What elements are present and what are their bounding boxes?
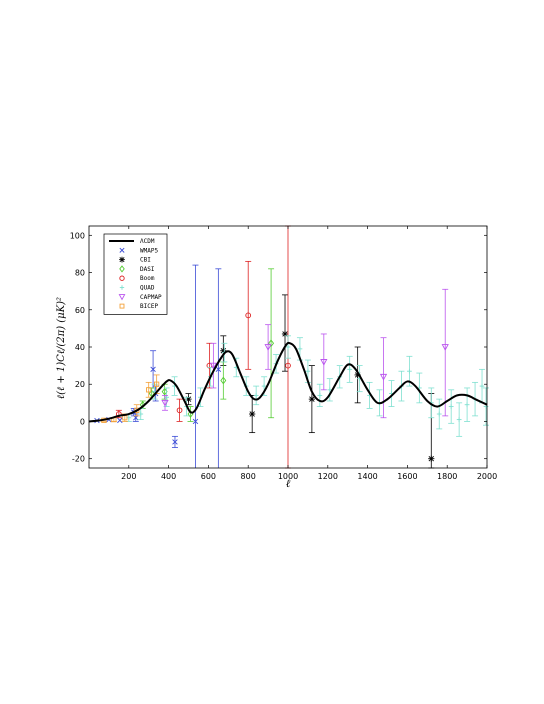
data-point (253, 393, 259, 398)
legend-marker (119, 303, 125, 309)
data-point (285, 344, 291, 350)
data-point (146, 387, 152, 393)
x-tick-label: 800 (241, 472, 256, 481)
error-bar (245, 260, 252, 370)
data-point (249, 410, 256, 418)
legend-entry-dasi: DASI (119, 265, 155, 273)
y-tick-label: 100 (70, 231, 85, 240)
legend-label: WMAP5 (140, 247, 158, 254)
data-point (172, 439, 178, 445)
y-tick-label: 0 (80, 417, 85, 426)
data-point (215, 366, 222, 373)
legend-label: Boom (140, 275, 155, 282)
legend-entry-bicep: BICEP (119, 303, 158, 310)
data-point (264, 344, 272, 351)
legend-marker (118, 294, 126, 301)
error-bar (265, 324, 272, 370)
y-tick-label: -20 (72, 455, 85, 464)
y-tick-label: 80 (75, 269, 85, 278)
legend-label: BICEP (140, 303, 158, 310)
error-bar (145, 381, 152, 398)
x-tick-label: 200 (121, 472, 136, 481)
data-point (268, 339, 275, 348)
legend-marker (119, 247, 125, 253)
legend-label: CBI (140, 257, 151, 264)
series-bicep (100, 374, 160, 423)
data-point (220, 376, 227, 385)
series-capmap (161, 288, 449, 419)
legend-label: QUAD (140, 285, 155, 292)
data-point (428, 455, 435, 462)
error-bar (268, 268, 275, 419)
data-point (285, 362, 291, 369)
data-point (138, 411, 144, 417)
x-axis-label: ℓ (286, 477, 291, 490)
legend-label: ΛCDM (140, 238, 155, 245)
data-point (154, 381, 160, 387)
data-point (479, 383, 485, 389)
x-tick-label: 1200 (318, 472, 338, 481)
error-bar (192, 264, 199, 468)
data-point (464, 402, 470, 408)
legend-box (103, 233, 168, 315)
data-point (261, 383, 267, 389)
error-bar (162, 394, 169, 411)
legend-label: DASI (140, 266, 155, 273)
legend-entry-quad: QUAD (119, 285, 155, 292)
data-point (192, 418, 199, 425)
legend-entry-cbi: CBI (119, 257, 151, 264)
x-tick-label: 1400 (357, 472, 377, 481)
error-bar (176, 398, 183, 422)
legend-entry-wmap5: WMAP5 (119, 247, 158, 254)
y-tick-label: 20 (75, 380, 85, 389)
axes: 200 400 600 800 1000 1200 1400 1600 1800 2000 -20 0… (70, 225, 497, 481)
data-point (379, 373, 388, 381)
data-point (456, 417, 462, 422)
legend-marker (119, 285, 125, 290)
data-point (436, 411, 442, 417)
error-bar (380, 337, 387, 419)
data-point (209, 362, 218, 370)
data-point (245, 312, 252, 319)
data-point (441, 344, 449, 351)
data-point (347, 366, 353, 372)
data-point (406, 368, 412, 374)
data-point (150, 366, 156, 373)
data-point (320, 359, 328, 366)
error-bar (215, 268, 222, 468)
legend-label: CAPMAP (140, 294, 162, 301)
x-tick-label: 1600 (397, 472, 417, 481)
data-point (176, 407, 183, 414)
error-bar (320, 333, 327, 391)
legend-entry-cdm: ΛCDM (109, 238, 155, 245)
data-point (161, 399, 169, 407)
x-tick-label: 400 (161, 472, 176, 481)
error-bar (210, 342, 217, 389)
model-curve-lcdm (89, 341, 488, 423)
data-point (448, 404, 454, 409)
error-bar (442, 288, 449, 417)
legend-marker (119, 256, 125, 263)
data-point (308, 396, 315, 403)
legend-marker (119, 275, 125, 281)
x-tick-label: 1000 (278, 472, 298, 481)
data-point (305, 368, 311, 374)
y-tick-label: 60 (75, 306, 85, 315)
legend-entry-boom: Boom (119, 275, 155, 282)
data-point (317, 393, 323, 398)
x-tick-label: 1800 (437, 472, 457, 481)
data-point (297, 346, 303, 352)
y-axis-label: ℓ(ℓ + 1)Cℓ/(2π) (μK)² (56, 297, 67, 399)
x-tick-label: 2000 (477, 472, 497, 481)
legend-entry-capmap: CAPMAP (118, 294, 162, 301)
data-point (117, 417, 123, 424)
legend: ΛCDM WMAP5 CBI DASI Boom QUAD CAPMAP BICEP (103, 233, 168, 315)
y-tick-label: 40 (75, 343, 85, 352)
data-point (139, 400, 146, 409)
legend-marker (119, 265, 125, 273)
x-tick-label: 600 (201, 472, 216, 481)
